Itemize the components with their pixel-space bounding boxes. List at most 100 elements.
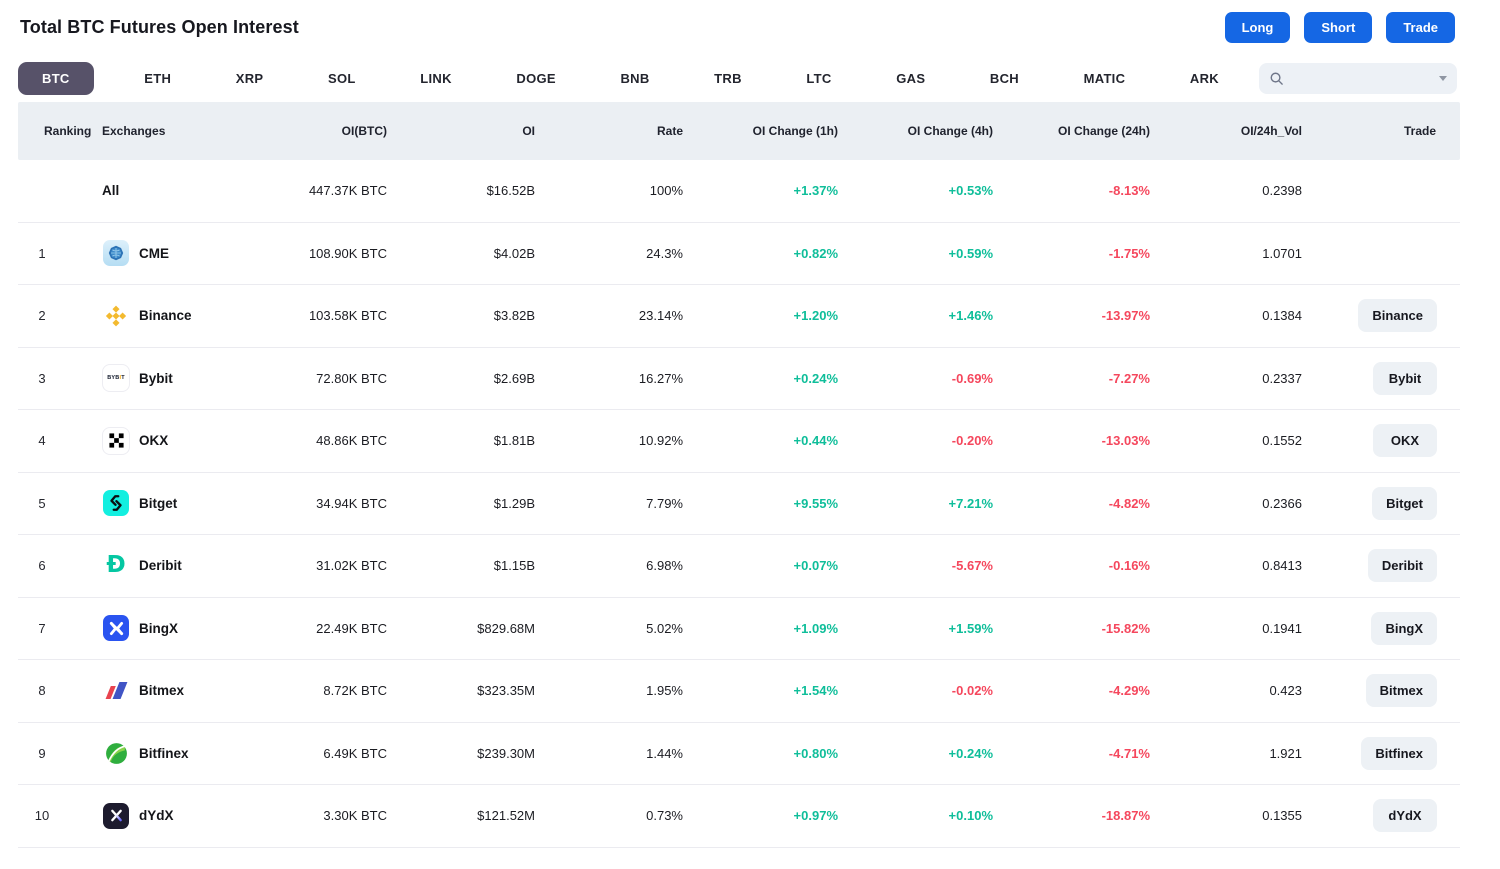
oi-btc-cell: 31.02K BTC: [316, 558, 387, 574]
exchange-cell[interactable]: CME: [88, 239, 263, 267]
topbar: Total BTC Futures Open Interest Long Sho…: [18, 0, 1460, 52]
rate-cell: 0.73%: [646, 808, 683, 824]
oi-change-24h-cell: -4.82%: [1108, 495, 1150, 511]
oi-cell: $1.15B: [493, 558, 535, 574]
tab-bnb[interactable]: BNB: [606, 62, 663, 95]
ranking-cell: 9: [38, 745, 46, 761]
trade-button-bitmex[interactable]: Bitmex: [1365, 674, 1437, 708]
top-actions: Long Short Trade: [1224, 11, 1455, 43]
col-oi-change-4h: OI Change (4h): [907, 124, 993, 138]
tab-ark[interactable]: ARK: [1176, 62, 1233, 95]
table-row: 10 dYdX 3.30K BTC $121.52M 0.73% +0.97% +0.10%…: [18, 785, 1460, 848]
trade-cell: Binance: [1306, 299, 1452, 333]
oi-24h-vol-cell: 0.1384: [1262, 308, 1302, 324]
oi-change-4h-cell: -0.02%: [951, 683, 993, 699]
tab-btc[interactable]: BTC: [18, 61, 94, 95]
col-rate: Rate: [656, 124, 683, 138]
trade-button-binance[interactable]: Binance: [1358, 299, 1437, 333]
exchange-cell[interactable]: BingX: [88, 614, 263, 642]
tab-bch[interactable]: BCH: [976, 62, 1033, 95]
tab-xrp[interactable]: XRP: [222, 62, 278, 95]
ranking-cell: 8: [38, 683, 46, 699]
oi-cell: $121.52M: [477, 808, 535, 824]
oi-change-1h-cell: +0.80%: [793, 745, 838, 761]
exchange-name: Deribit: [139, 558, 182, 574]
table-row: 3 BYB I T Bybit 72.80K BTC $2.69B 16.27% +0.24% -…: [18, 347, 1460, 410]
oi-change-1h-cell: +1.54%: [793, 683, 838, 699]
trade-button-bitfinex[interactable]: Bitfinex: [1361, 736, 1437, 770]
trade-cell: BingX: [1306, 611, 1452, 645]
oi-btc-cell: 103.58K BTC: [308, 308, 387, 324]
oi-24h-vol-cell: 0.1941: [1262, 620, 1302, 636]
tab-matic[interactable]: MATIC: [1070, 62, 1140, 95]
trade-button-okx[interactable]: OKX: [1373, 424, 1437, 458]
rate-cell: 16.27%: [638, 370, 683, 386]
exchange-cell[interactable]: OKX: [88, 427, 263, 455]
oi-btc-cell: 8.72K BTC: [323, 683, 387, 699]
trade-button-bingx[interactable]: BingX: [1371, 611, 1437, 645]
ranking-cell: 4: [38, 433, 46, 449]
long-button[interactable]: Long: [1224, 11, 1291, 43]
cme-icon: [102, 239, 130, 267]
oi-change-24h-cell: -7.27%: [1108, 370, 1150, 386]
exchange-cell[interactable]: Bitget: [88, 489, 263, 517]
oi-24h-vol-cell: 0.2398: [1262, 183, 1302, 199]
exchange-cell[interactable]: Đ Deribit: [88, 552, 263, 580]
col-oi-24h-vol: OI/24h_Vol: [1240, 124, 1302, 138]
deribit-icon: Đ: [106, 552, 126, 579]
trade-button-bybit[interactable]: Bybit: [1373, 361, 1437, 395]
oi-btc-cell: 108.90K BTC: [308, 245, 387, 261]
rate-cell: 6.98%: [646, 558, 683, 574]
tab-sol[interactable]: SOL: [314, 62, 370, 95]
exchange-cell[interactable]: BYB I T Bybit: [88, 364, 263, 392]
tab-link[interactable]: LINK: [406, 62, 466, 95]
col-oi-change-1h: OI Change (1h): [752, 124, 838, 138]
trade-button[interactable]: Trade: [1386, 11, 1455, 43]
table-body: All 447.37K BTC $16.52B 100% +1.37% +0.53% -8.…: [18, 160, 1460, 848]
okx-icon: [102, 427, 130, 455]
oi-24h-vol-cell: 0.8413: [1262, 558, 1302, 574]
tab-doge[interactable]: DOGE: [502, 62, 569, 95]
oi-cell: $323.35M: [477, 683, 535, 699]
col-oi-btc: OI(BTC): [341, 124, 387, 138]
oi-24h-vol-cell: 0.2337: [1262, 370, 1302, 386]
short-button[interactable]: Short: [1304, 11, 1373, 43]
search-box[interactable]: [1259, 62, 1457, 94]
oi-change-24h-cell: -18.87%: [1101, 808, 1150, 824]
ranking-cell: 1: [38, 245, 46, 261]
tab-eth[interactable]: ETH: [130, 62, 185, 95]
col-ranking: Ranking: [44, 124, 92, 138]
exchange-cell[interactable]: Bitmex: [88, 677, 263, 705]
oi-change-24h-cell: -13.03%: [1101, 433, 1150, 449]
futures-open-interest-page: Total BTC Futures Open Interest Long Sho…: [18, 0, 1460, 848]
ranking-cell: 10: [34, 808, 50, 824]
ranking-cell: 5: [38, 495, 46, 511]
exchange-cell[interactable]: Binance: [88, 302, 263, 330]
oi-change-4h-cell: +1.59%: [948, 620, 993, 636]
oi-24h-vol-cell: 1.921: [1269, 745, 1302, 761]
oi-change-24h-cell: -4.71%: [1108, 745, 1150, 761]
trade-cell: Bitmex: [1306, 674, 1452, 708]
trade-button-deribit[interactable]: Deribit: [1367, 549, 1437, 583]
tab-gas[interactable]: GAS: [882, 62, 939, 95]
rate-cell: 7.79%: [646, 495, 683, 511]
oi-24h-vol-cell: 0.1552: [1262, 433, 1302, 449]
search-input[interactable]: [1290, 70, 1439, 86]
oi-change-24h-cell: -0.16%: [1108, 558, 1150, 574]
binance-icon: [102, 302, 130, 330]
ranking-cell: 2: [38, 308, 46, 324]
tab-trb[interactable]: TRB: [700, 62, 756, 95]
trade-button-dydx[interactable]: dYdX: [1373, 799, 1437, 833]
table-row: 9 Bitfinex 6.49K BTC $239.30M 1.44% +0.80% +0.…: [18, 722, 1460, 785]
bitmex-icon: [102, 677, 130, 705]
bitget-icon: [102, 489, 130, 517]
oi-change-1h-cell: +0.07%: [793, 558, 838, 574]
oi-change-4h-cell: +0.10%: [948, 808, 993, 824]
exchange-cell[interactable]: Bitfinex: [88, 739, 263, 767]
trade-button-bitget[interactable]: Bitget: [1372, 486, 1437, 520]
col-oi-change-24h: OI Change (24h): [1057, 124, 1150, 138]
exchange-cell[interactable]: dYdX: [88, 802, 263, 830]
exchange-cell[interactable]: All: [88, 183, 263, 198]
tab-ltc[interactable]: LTC: [792, 62, 845, 95]
trade-cell: Bitfinex: [1306, 736, 1452, 770]
